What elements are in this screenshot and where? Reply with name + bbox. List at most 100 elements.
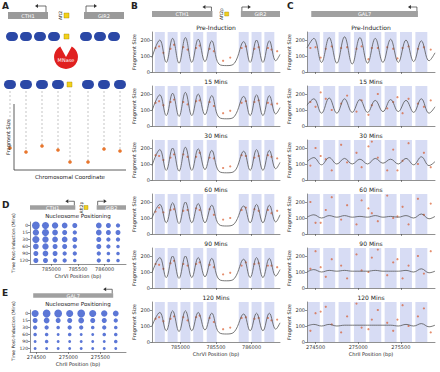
svg-text:Fragment Size: Fragment Size (286, 142, 293, 178)
svg-text:0: 0 (147, 177, 150, 183)
svg-text:Fragment Size: Fragment Size (286, 196, 293, 232)
svg-text:Fragment Size: Fragment Size (131, 142, 138, 178)
svg-text:Aft2: Aft2 (58, 11, 63, 20)
svg-text:100: 100 (295, 107, 305, 113)
svg-text:0: 0 (25, 223, 28, 228)
svg-text:275000: 275000 (59, 354, 78, 360)
svg-text:200: 200 (295, 91, 305, 97)
svg-text:100: 100 (295, 161, 305, 167)
svg-text:120: 120 (19, 258, 28, 263)
svg-text:275500: 275500 (91, 354, 110, 360)
svg-text:90: 90 (22, 251, 28, 256)
svg-text:200: 200 (295, 199, 305, 205)
svg-text:200: 200 (140, 37, 150, 43)
svg-text:274500: 274500 (27, 354, 46, 360)
svg-text:CTH1: CTH1 (21, 13, 35, 19)
svg-text:Nucleosome Positioning: Nucleosome Positioning (45, 301, 111, 308)
svg-text:GIR2: GIR2 (98, 13, 110, 19)
svg-text:200: 200 (295, 307, 305, 313)
svg-text:0: 0 (302, 69, 305, 75)
svg-text:Fragment Size: Fragment Size (5, 119, 12, 155)
svg-text:785500: 785500 (206, 344, 225, 350)
svg-text:Pre-Induction: Pre-Induction (351, 24, 391, 31)
svg-text:200: 200 (295, 145, 305, 151)
svg-text:ChrVI Position (bp): ChrVI Position (bp) (193, 351, 240, 358)
svg-text:100: 100 (295, 269, 305, 275)
svg-text:60: 60 (22, 244, 28, 249)
svg-text:100: 100 (140, 269, 150, 275)
svg-text:786000: 786000 (95, 266, 114, 272)
svg-text:120 Mins: 120 Mins (202, 294, 229, 301)
svg-text:60 Mins: 60 Mins (359, 186, 382, 193)
svg-text:0: 0 (302, 339, 305, 345)
svg-text:A: A (2, 1, 9, 11)
svg-text:100: 100 (295, 53, 305, 59)
svg-text:200: 200 (140, 145, 150, 151)
svg-text:ChrVI Position (bp): ChrVI Position (bp) (55, 273, 102, 280)
svg-text:100: 100 (295, 215, 305, 221)
svg-text:0: 0 (302, 177, 305, 183)
svg-text:Fragment Size: Fragment Size (131, 196, 138, 232)
svg-text:Time Post-Induction (Mins): Time Post-Induction (Mins) (11, 301, 16, 362)
svg-text:CTH1: CTH1 (175, 11, 189, 17)
svg-text:30 Mins: 30 Mins (204, 132, 227, 139)
svg-text:Fragment Size: Fragment Size (131, 88, 138, 124)
svg-text:15: 15 (22, 318, 28, 323)
svg-text:Time Post-Induction (Mins): Time Post-Induction (Mins) (11, 213, 16, 274)
svg-text:30: 30 (22, 237, 28, 242)
svg-text:30 Mins: 30 Mins (359, 132, 382, 139)
svg-text:Pre-Induction: Pre-Induction (196, 24, 236, 31)
svg-text:200: 200 (140, 91, 150, 97)
svg-text:Fragment Size: Fragment Size (131, 34, 138, 70)
svg-text:30: 30 (22, 325, 28, 330)
svg-text:B: B (131, 1, 138, 11)
svg-text:15 Mins: 15 Mins (204, 78, 227, 85)
svg-text:100: 100 (140, 215, 150, 221)
svg-text:Nucleosome Positioning: Nucleosome Positioning (45, 213, 111, 220)
svg-text:GIR2: GIR2 (105, 205, 117, 211)
svg-text:GIR2: GIR2 (254, 11, 266, 17)
svg-text:785000: 785000 (171, 344, 190, 350)
svg-text:200: 200 (140, 307, 150, 313)
svg-text:120: 120 (19, 346, 28, 351)
svg-text:Aft2p: Aft2p (219, 8, 224, 20)
svg-text:CTH1: CTH1 (46, 205, 60, 211)
svg-text:200: 200 (295, 37, 305, 43)
svg-text:0: 0 (147, 339, 150, 345)
svg-text:200: 200 (140, 253, 150, 259)
svg-text:785500: 785500 (68, 266, 87, 272)
svg-text:15 Mins: 15 Mins (359, 78, 382, 85)
svg-text:C: C (287, 1, 294, 11)
svg-text:Fragment Size: Fragment Size (131, 304, 138, 340)
svg-text:GAL7: GAL7 (67, 293, 80, 299)
svg-text:Fragment Size: Fragment Size (131, 250, 138, 286)
svg-text:E: E (2, 288, 8, 298)
svg-text:0: 0 (302, 123, 305, 129)
svg-text:ChrII Position (bp): ChrII Position (bp) (56, 361, 101, 368)
svg-text:Fragment Size: Fragment Size (286, 34, 293, 70)
svg-text:0: 0 (147, 123, 150, 129)
svg-text:275500: 275500 (391, 344, 410, 350)
svg-text:200: 200 (295, 253, 305, 259)
svg-text:GAL7: GAL7 (358, 11, 371, 17)
svg-text:0: 0 (302, 231, 305, 237)
svg-text:Fragment Size: Fragment Size (286, 304, 293, 340)
svg-text:90 Mins: 90 Mins (359, 240, 382, 247)
svg-text:90 Mins: 90 Mins (204, 240, 227, 247)
svg-text:0: 0 (25, 311, 28, 316)
svg-text:0: 0 (147, 69, 150, 75)
svg-text:D: D (2, 200, 9, 210)
svg-text:200: 200 (140, 199, 150, 205)
svg-text:Fragment Size: Fragment Size (286, 88, 293, 124)
svg-text:785000: 785000 (42, 266, 61, 272)
svg-text:786000: 786000 (242, 344, 261, 350)
svg-text:Fragment Size: Fragment Size (286, 250, 293, 286)
svg-text:0: 0 (147, 231, 150, 237)
svg-text:100: 100 (140, 107, 150, 113)
svg-text:60: 60 (22, 332, 28, 337)
svg-text:ChrII Position (bp): ChrII Position (bp) (349, 351, 394, 358)
svg-text:Aft2p: Aft2p (79, 201, 84, 213)
svg-text:275000: 275000 (349, 344, 368, 350)
svg-text:MNase: MNase (58, 57, 75, 63)
svg-text:100: 100 (140, 161, 150, 167)
